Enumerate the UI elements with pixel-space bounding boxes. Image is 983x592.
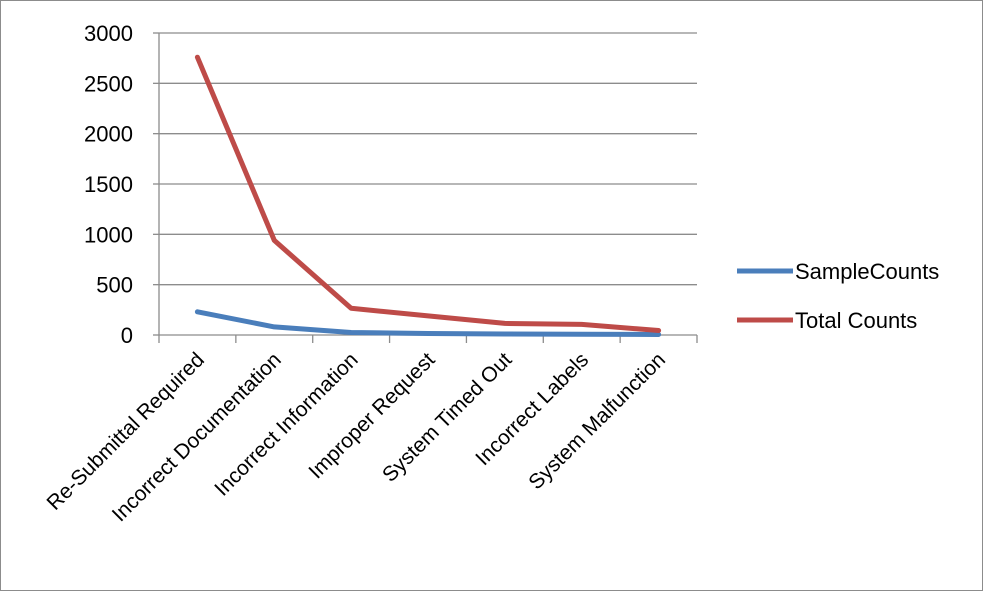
legend-label: SampleCounts	[795, 259, 939, 284]
y-axis: 0 500 1000 1500 2000 2500 3000	[84, 21, 160, 348]
x-category-label: System Malfunction	[524, 348, 670, 494]
x-category-label: Incorrect Information	[210, 348, 362, 500]
series-lines	[194, 54, 662, 337]
x-category-label: System Timed Out	[378, 348, 517, 487]
y-tick-label: 500	[96, 273, 133, 298]
series-line-sample-counts	[194, 309, 662, 337]
y-tick-label: 0	[121, 323, 133, 348]
y-tick-label: 3000	[84, 21, 133, 46]
y-tick-label: 1000	[84, 222, 133, 247]
y-tick-label: 1500	[84, 172, 133, 197]
y-tick-label: 2500	[84, 71, 133, 96]
legend-label: Total Counts	[795, 308, 917, 333]
legend: SampleCounts Total Counts	[737, 259, 939, 333]
series-line-total-counts	[194, 54, 662, 333]
x-category-label: Improper Request	[304, 348, 439, 483]
x-category-label: Re-Submittal Required	[42, 348, 208, 514]
y-tick-label: 2000	[84, 122, 133, 147]
